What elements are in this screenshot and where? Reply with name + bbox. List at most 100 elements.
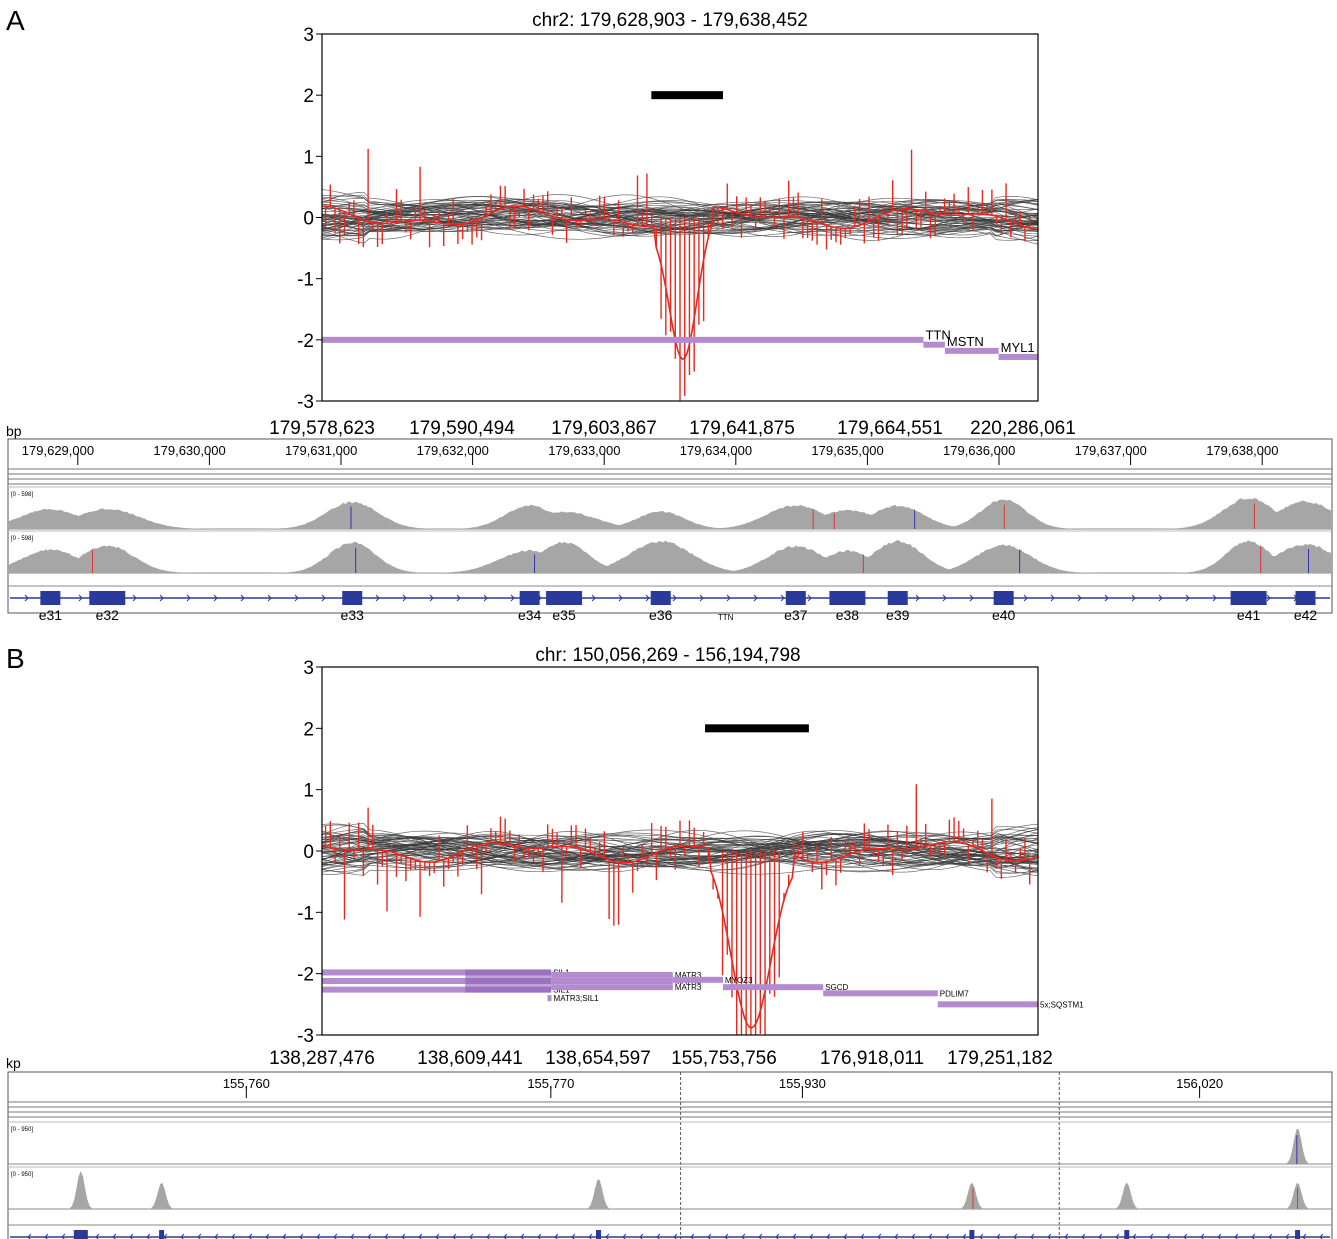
panel-a-igv: 179,629,000 179,630,000 179,631,000 179,632…	[7, 438, 1333, 623]
ruler-tick-label: 179,629,000	[22, 443, 94, 458]
strand-arrow	[197, 1233, 202, 1239]
panel-b-title: chr: 150,056,269 - 156,194,798	[535, 645, 800, 666]
strand-arrow	[1183, 1233, 1188, 1239]
ruler-tick-label: 179,634,000	[680, 443, 752, 458]
panel-a: A chr2: 179,628,903 - 179,638,452 3 2 1 0 -1…	[6, 5, 1333, 623]
gene-bar	[322, 336, 924, 343]
strand-arrow	[402, 594, 407, 602]
strand-arrow	[877, 1233, 882, 1239]
coverage-profile	[8, 1171, 1332, 1209]
strand-arrow	[673, 1233, 678, 1239]
strand-arrow	[809, 1233, 814, 1239]
strand-arrow	[231, 1233, 236, 1239]
noise-line	[321, 196, 1039, 231]
strand-arrow	[1185, 594, 1190, 602]
exon-block	[89, 591, 126, 605]
strand-arrow	[265, 1233, 270, 1239]
noise-line	[321, 205, 1039, 235]
exon-block	[40, 591, 61, 605]
panel-a-xtick-label: 179,590,494	[409, 418, 515, 439]
gene-overlap-band	[465, 969, 552, 993]
strand-arrow	[807, 594, 812, 602]
noise-line	[321, 199, 1039, 236]
strand-arrow	[435, 1233, 440, 1239]
gene-bar	[551, 984, 673, 991]
gene-bar	[322, 969, 552, 976]
panel-b-x-tick-labels: 138,287,476 138,609,441 138,654,597 155,…	[269, 1048, 1053, 1069]
exon-label: e37	[784, 607, 808, 623]
cnv-bar	[651, 91, 723, 100]
gene-label: MYL1	[1001, 340, 1035, 355]
panel-a-title: chr2: 179,628,903 - 179,638,452	[532, 10, 808, 31]
ruler-tick-label: 155,760	[223, 1076, 270, 1091]
strand-arrow	[267, 594, 272, 602]
exon-block	[519, 591, 540, 605]
y-tick-label: 3	[303, 658, 314, 679]
strand-arrow	[1217, 1233, 1222, 1239]
exon-label: e32	[96, 607, 120, 623]
signal-spikes	[324, 784, 1031, 1035]
y-tick-label: 1	[303, 147, 314, 168]
gene-label: TTN	[925, 328, 950, 343]
exon-block	[969, 1230, 975, 1239]
noise-line	[322, 200, 1039, 236]
strand-arrow	[622, 1233, 627, 1239]
noise-line	[321, 834, 1039, 865]
strand-arrow	[605, 1233, 610, 1239]
panel-b-xtick-label: 138,609,441	[417, 1048, 523, 1069]
strand-arrow	[1200, 1233, 1205, 1239]
strand-arrow	[969, 594, 974, 602]
strand-arrow	[699, 594, 704, 602]
strand-arrow	[384, 1233, 389, 1239]
strand-arrow	[486, 1233, 491, 1239]
panel-b-igv: 155,760 155,770 155,930 156,020 [0 - 950] [0 …	[7, 1071, 1333, 1239]
ruler-tick-label: 179,636,000	[943, 443, 1015, 458]
strand-arrow	[1158, 594, 1163, 602]
strand-arrow	[1266, 594, 1271, 602]
strand-arrow	[375, 594, 380, 602]
strand-arrow	[469, 1233, 474, 1239]
gene-bar	[923, 341, 945, 348]
strand-arrow	[894, 1233, 899, 1239]
noise-line	[321, 832, 1039, 869]
exon-block	[1124, 1230, 1130, 1239]
y-tick-label: 2	[303, 86, 314, 107]
panel-b-xtick-label: 176,918,011	[820, 1048, 924, 1069]
strand-arrow	[316, 1233, 321, 1239]
noise-line	[321, 202, 1039, 233]
strand-arrow	[911, 1233, 916, 1239]
coverage-profile	[8, 540, 1332, 573]
panel-a-x-tick-labels: 179,578,623 179,590,494 179,603,867 179,…	[269, 418, 1076, 439]
exon-label: e34	[518, 607, 542, 623]
coverage-profile	[8, 498, 1332, 529]
exon-label: e36	[649, 607, 673, 623]
strand-arrow	[321, 594, 326, 602]
strand-arrow	[1077, 594, 1082, 602]
y-tick-label: 1	[303, 781, 314, 802]
strand-arrow	[146, 1233, 151, 1239]
exon-label: e31	[39, 607, 63, 623]
strand-arrow	[213, 594, 218, 602]
exon-label: e40	[992, 607, 1016, 623]
exon-block	[73, 1230, 88, 1239]
panel-a-xtick-label: 179,603,867	[551, 418, 657, 439]
ruler-tick-label: 179,635,000	[811, 443, 883, 458]
strand-arrow	[520, 1233, 525, 1239]
gene-label: 5x;SQSTM1	[1040, 1000, 1084, 1009]
strand-arrow	[503, 1233, 508, 1239]
strand-arrow	[618, 594, 623, 602]
noise-line	[321, 840, 1039, 864]
exon-label: e33	[341, 607, 365, 623]
ruler-tick-label: 179,637,000	[1075, 443, 1147, 458]
strand-arrow	[1098, 1233, 1103, 1239]
exon-block	[1295, 1230, 1301, 1239]
signal-line	[321, 840, 1039, 1029]
strand-arrow	[945, 1233, 950, 1239]
strand-arrow	[537, 1233, 542, 1239]
strand-arrow	[78, 594, 83, 602]
panel-a-plot-frame	[321, 33, 1039, 402]
strand-arrow	[24, 594, 29, 602]
exon-block	[342, 591, 363, 605]
